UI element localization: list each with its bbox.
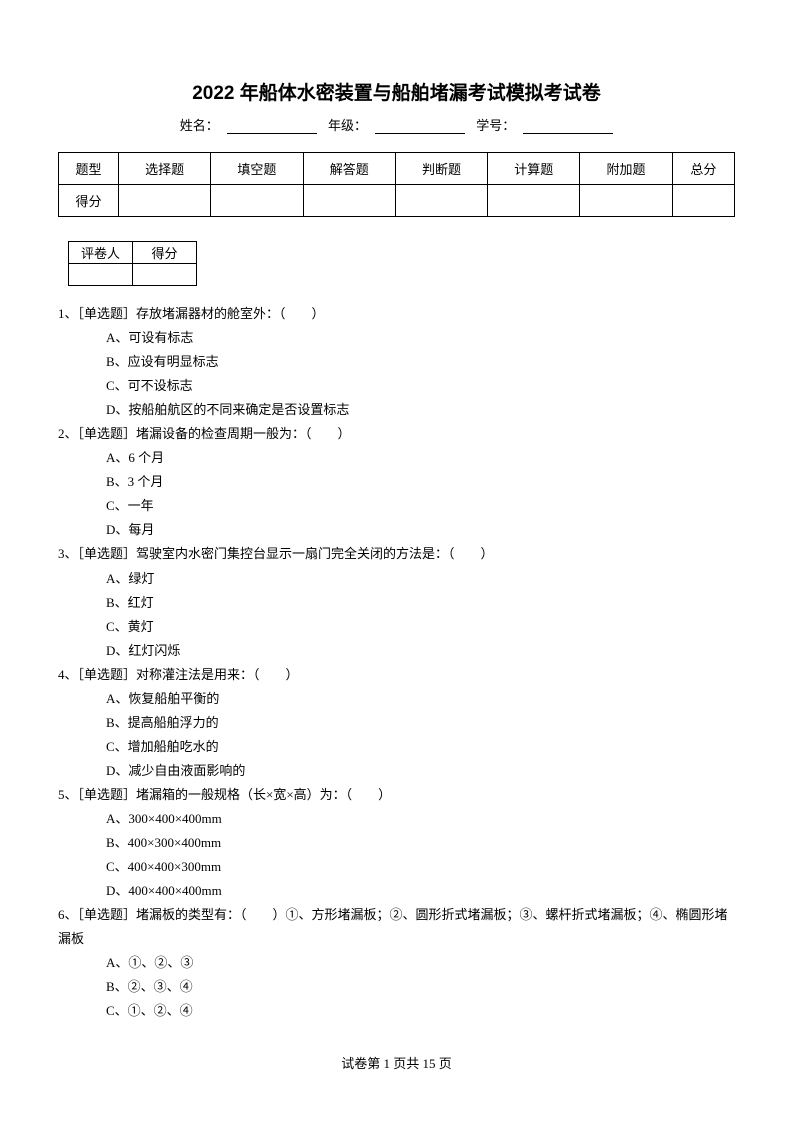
question-stem: 4、［单选题］对称灌注法是用来：（ ）: [58, 663, 735, 687]
header-cell: 选择题: [119, 153, 211, 185]
question-stem: 6、［单选题］堵漏板的类型有：（ ）①、方形堵漏板；②、圆形折式堵漏板；③、螺杆…: [58, 903, 735, 951]
header-cell: 计算题: [488, 153, 580, 185]
header-cell: 判断题: [395, 153, 487, 185]
question-stem: 5、［单选题］堵漏箱的一般规格（长×宽×高）为：（ ）: [58, 783, 735, 807]
option: D、按船舶航区的不同来确定是否设置标志: [58, 398, 735, 422]
exam-title: 2022 年船体水密装置与船舶堵漏考试模拟考试卷: [58, 78, 735, 105]
id-label: 学号：: [476, 118, 515, 133]
option: A、6 个月: [58, 446, 735, 470]
table-row: 题型 选择题 填空题 解答题 判断题 计算题 附加题 总分: [59, 153, 735, 185]
question-stem: 3、［单选题］驾驶室内水密门集控台显示一扇门完全关闭的方法是：（ ）: [58, 542, 735, 566]
header-cell: 填空题: [211, 153, 303, 185]
student-info-line: 姓名： 年级： 学号：: [58, 115, 735, 134]
option: A、恢复船舶平衡的: [58, 687, 735, 711]
option: B、应设有明显标志: [58, 350, 735, 374]
header-cell: 题型: [59, 153, 119, 185]
question-stem: 2、［单选题］堵漏设备的检查周期一般为：（ ）: [58, 422, 735, 446]
option: C、可不设标志: [58, 374, 735, 398]
option: C、增加船舶吃水的: [58, 735, 735, 759]
score-cell[interactable]: [119, 185, 211, 217]
grader-cell[interactable]: [133, 264, 197, 286]
score-cell[interactable]: [672, 185, 734, 217]
grader-cell[interactable]: [69, 264, 133, 286]
table-row: 得分: [59, 185, 735, 217]
table-row: 评卷人 得分: [69, 242, 197, 264]
option: C、①、②、④: [58, 999, 735, 1023]
option: C、400×400×300mm: [58, 855, 735, 879]
table-row: [69, 264, 197, 286]
id-blank[interactable]: [523, 120, 613, 134]
option: A、可设有标志: [58, 326, 735, 350]
question-stem: 1、［单选题］存放堵漏器材的舱室外：（ ）: [58, 302, 735, 326]
name-label: 姓名：: [180, 118, 219, 133]
option: A、300×400×400mm: [58, 807, 735, 831]
grader-header: 评卷人: [69, 242, 133, 264]
option: B、②、③、④: [58, 975, 735, 999]
option: D、红灯闪烁: [58, 639, 735, 663]
option: B、红灯: [58, 591, 735, 615]
option: B、400×300×400mm: [58, 831, 735, 855]
page-footer: 试卷第 1 页共 15 页: [0, 1053, 793, 1072]
score-table: 题型 选择题 填空题 解答题 判断题 计算题 附加题 总分 得分: [58, 152, 735, 217]
score-cell[interactable]: [488, 185, 580, 217]
grade-label: 年级：: [328, 118, 367, 133]
option: B、提高船舶浮力的: [58, 711, 735, 735]
score-cell[interactable]: [211, 185, 303, 217]
questions-container: 1、［单选题］存放堵漏器材的舱室外：（ ） A、可设有标志 B、应设有明显标志 …: [58, 302, 735, 1023]
score-cell[interactable]: [395, 185, 487, 217]
grader-table: 评卷人 得分: [68, 241, 197, 286]
header-cell: 总分: [672, 153, 734, 185]
option: A、①、②、③: [58, 951, 735, 975]
score-cell[interactable]: [580, 185, 672, 217]
name-blank[interactable]: [227, 120, 317, 134]
option: D、每月: [58, 518, 735, 542]
option: B、3 个月: [58, 470, 735, 494]
score-label-cell: 得分: [59, 185, 119, 217]
score-cell[interactable]: [303, 185, 395, 217]
option: D、400×400×400mm: [58, 879, 735, 903]
grade-blank[interactable]: [375, 120, 465, 134]
grader-header: 得分: [133, 242, 197, 264]
option: C、黄灯: [58, 615, 735, 639]
header-cell: 解答题: [303, 153, 395, 185]
header-cell: 附加题: [580, 153, 672, 185]
option: C、一年: [58, 494, 735, 518]
option: D、减少自由液面影响的: [58, 759, 735, 783]
option: A、绿灯: [58, 567, 735, 591]
